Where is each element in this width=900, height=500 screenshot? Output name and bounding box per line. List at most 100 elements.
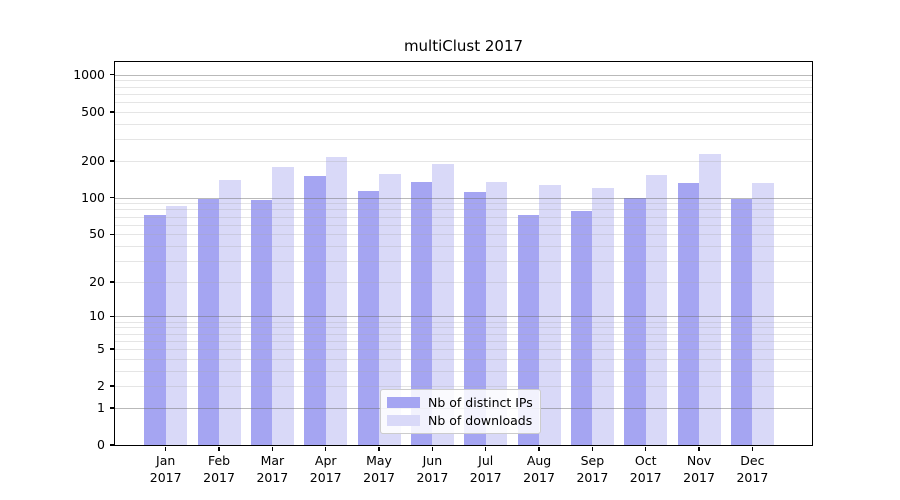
gridline-minor xyxy=(115,370,812,372)
bar-distinct-ips-jul xyxy=(464,191,486,445)
x-tick-label-may: May 2017 xyxy=(363,453,395,485)
bar-distinct-ips-sep xyxy=(570,210,593,445)
x-tick-mark xyxy=(591,446,594,451)
x-tick-label-jun: Jun 2017 xyxy=(416,453,449,485)
x-tick-label-oct: Oct 2017 xyxy=(629,453,662,485)
bar-downloads-apr xyxy=(325,157,348,445)
y-tick-label: 20 xyxy=(89,273,105,289)
y-tick-mark xyxy=(109,444,114,446)
y-tick-label: 1000 xyxy=(73,66,105,82)
gridline-minor xyxy=(115,333,812,335)
y-tick-mark xyxy=(109,385,114,387)
gridline-major xyxy=(115,316,812,318)
legend: Nb of distinct IPs Nb of downloads xyxy=(380,389,541,434)
bar-downloads-jan xyxy=(165,205,188,445)
x-tick-label-sep: Sep 2017 xyxy=(576,453,609,485)
x-tick-label-nov: Nov 2017 xyxy=(683,453,715,485)
x-tick-mark xyxy=(698,446,700,451)
bar-distinct-ips-may xyxy=(357,190,380,445)
y-tick-label: 0 xyxy=(97,437,105,452)
legend-swatch xyxy=(387,415,420,426)
y-tick-mark xyxy=(109,281,114,283)
x-tick-mark xyxy=(431,446,434,451)
gridline-minor xyxy=(115,245,812,247)
x-tick-mark xyxy=(538,446,540,451)
y-tick-label: 2 xyxy=(97,378,105,394)
bar-downloads-may xyxy=(379,173,401,445)
x-tick-mark xyxy=(324,446,327,451)
legend-label: Nb of downloads xyxy=(428,413,533,428)
plot-area xyxy=(115,62,812,445)
legend-entry-downloads: Nb of downloads xyxy=(387,413,533,428)
y-tick-mark xyxy=(109,73,114,76)
y-tick-mark xyxy=(109,233,114,236)
gridline-minor xyxy=(115,327,812,329)
bar-downloads-aug xyxy=(539,184,561,445)
y-tick-mark xyxy=(109,111,114,113)
x-tick-label-apr: Apr 2017 xyxy=(309,453,342,485)
y-tick-label: 1 xyxy=(97,399,105,415)
x-tick-label-jan: Jan 2017 xyxy=(149,453,182,485)
y-tick-label: 5 xyxy=(97,340,105,356)
y-tick-label: 10 xyxy=(89,308,105,324)
bar-downloads-dec xyxy=(752,182,774,445)
bar-downloads-mar xyxy=(272,166,294,445)
x-tick-mark xyxy=(644,446,647,451)
gridline-minor xyxy=(115,139,812,141)
gridline-minor xyxy=(115,386,812,388)
x-tick-label-feb: Feb 2017 xyxy=(203,453,235,485)
y-tick-mark xyxy=(109,315,114,318)
gridline-minor xyxy=(115,93,812,95)
gridline-minor xyxy=(115,321,812,323)
bar-distinct-ips-jan xyxy=(144,215,166,445)
gridline-major xyxy=(115,197,812,199)
x-tick-label-aug: Aug 2017 xyxy=(523,453,555,485)
bar-distinct-ips-dec xyxy=(730,199,753,445)
y-tick-label: 500 xyxy=(81,103,105,119)
gridline-minor xyxy=(115,358,812,360)
legend-label: Nb of distinct IPs xyxy=(428,395,533,410)
x-tick-mark xyxy=(218,446,220,451)
gridline-major xyxy=(115,74,812,76)
bar-distinct-ips-aug xyxy=(517,215,540,445)
gridline-minor xyxy=(115,160,812,162)
y-tick-label: 200 xyxy=(81,152,105,168)
gridline-minor xyxy=(115,203,812,205)
x-tick-mark xyxy=(484,446,487,451)
x-tick-label-dec: Dec 2017 xyxy=(736,453,769,485)
legend-entry-distinct-ips: Nb of distinct IPs xyxy=(387,395,533,410)
gridline-minor xyxy=(115,86,812,88)
bar-distinct-ips-jun xyxy=(410,181,433,445)
bar-downloads-nov xyxy=(699,153,721,445)
chart-title: multiClust 2017 xyxy=(403,37,524,55)
gridline-minor xyxy=(115,234,812,236)
bar-downloads-jun xyxy=(432,163,454,445)
bar-downloads-feb xyxy=(219,179,241,445)
x-tick-label-mar: Mar 2017 xyxy=(256,453,289,485)
y-tick-mark xyxy=(109,348,114,350)
bar-distinct-ips-oct xyxy=(624,197,646,445)
y-tick-mark xyxy=(109,160,114,162)
y-tick-mark xyxy=(109,196,114,199)
legend-swatch xyxy=(387,397,420,408)
x-tick-mark xyxy=(271,446,274,451)
x-tick-label-jul: Jul 2017 xyxy=(469,453,502,485)
gridline-minor xyxy=(115,224,812,226)
bar-downloads-oct xyxy=(645,175,668,445)
bar-downloads-jul xyxy=(485,181,508,445)
x-tick-mark xyxy=(751,446,754,451)
y-tick-mark xyxy=(109,407,114,409)
x-tick-mark xyxy=(164,446,167,451)
gridline-minor xyxy=(115,102,812,104)
bar-distinct-ips-feb xyxy=(197,199,220,445)
gridline-minor xyxy=(115,348,812,350)
bar-distinct-ips-mar xyxy=(250,200,273,445)
gridline-minor xyxy=(115,80,812,82)
gridline-minor xyxy=(115,281,812,283)
y-tick-label: 50 xyxy=(89,226,105,242)
gridline-minor xyxy=(115,123,812,125)
bar-distinct-ips-nov xyxy=(677,182,700,445)
gridline-minor xyxy=(115,111,812,113)
gridline-minor xyxy=(115,216,812,218)
